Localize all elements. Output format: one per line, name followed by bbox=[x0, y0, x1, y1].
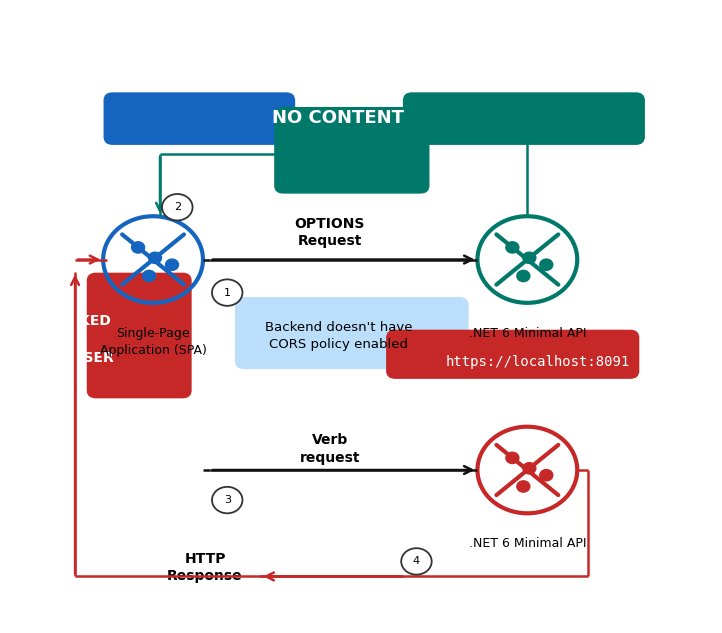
Circle shape bbox=[477, 427, 578, 513]
Circle shape bbox=[517, 270, 530, 282]
FancyBboxPatch shape bbox=[404, 93, 644, 144]
Text: 204
NO CONTENT: 204 NO CONTENT bbox=[272, 88, 404, 127]
Circle shape bbox=[149, 252, 162, 263]
Text: Verb
request: Verb request bbox=[300, 434, 360, 465]
Text: HTTP
Response: HTTP Response bbox=[168, 552, 243, 583]
Circle shape bbox=[212, 487, 243, 513]
Text: .NET 6 Minimal API: .NET 6 Minimal API bbox=[469, 537, 586, 550]
Circle shape bbox=[540, 470, 553, 481]
Circle shape bbox=[523, 252, 536, 263]
Text: .NET 6 Minimal API: .NET 6 Minimal API bbox=[469, 327, 586, 340]
FancyBboxPatch shape bbox=[104, 93, 295, 144]
Text: Single-Page
Application (SPA): Single-Page Application (SPA) bbox=[100, 327, 206, 357]
Text: BLOCKED
BY
BROWSER: BLOCKED BY BROWSER bbox=[35, 314, 115, 365]
Circle shape bbox=[506, 242, 519, 253]
FancyBboxPatch shape bbox=[275, 108, 429, 193]
Circle shape bbox=[131, 242, 144, 253]
Circle shape bbox=[162, 194, 193, 220]
FancyBboxPatch shape bbox=[236, 298, 468, 368]
Circle shape bbox=[506, 452, 519, 463]
Text: https://localhost:8091: https://localhost:8091 bbox=[459, 65, 644, 79]
Text: https://localhost:8081: https://localhost:8081 bbox=[58, 65, 242, 79]
Circle shape bbox=[165, 259, 178, 270]
Circle shape bbox=[517, 481, 530, 492]
FancyBboxPatch shape bbox=[87, 273, 191, 398]
Text: 2: 2 bbox=[174, 202, 181, 212]
Circle shape bbox=[103, 216, 203, 303]
Circle shape bbox=[477, 216, 578, 303]
Circle shape bbox=[212, 279, 243, 306]
Text: 1: 1 bbox=[224, 287, 231, 298]
Circle shape bbox=[401, 548, 432, 575]
Text: https://localhost:8091: https://localhost:8091 bbox=[445, 355, 630, 370]
Circle shape bbox=[523, 463, 536, 474]
FancyBboxPatch shape bbox=[387, 330, 639, 378]
Circle shape bbox=[142, 270, 155, 282]
Text: Backend doesn't have
CORS policy enabled: Backend doesn't have CORS policy enabled bbox=[265, 321, 412, 351]
Text: 4: 4 bbox=[413, 556, 420, 567]
Text: OPTIONS
Request: OPTIONS Request bbox=[295, 217, 365, 248]
Circle shape bbox=[540, 259, 553, 270]
Text: 3: 3 bbox=[224, 495, 231, 505]
